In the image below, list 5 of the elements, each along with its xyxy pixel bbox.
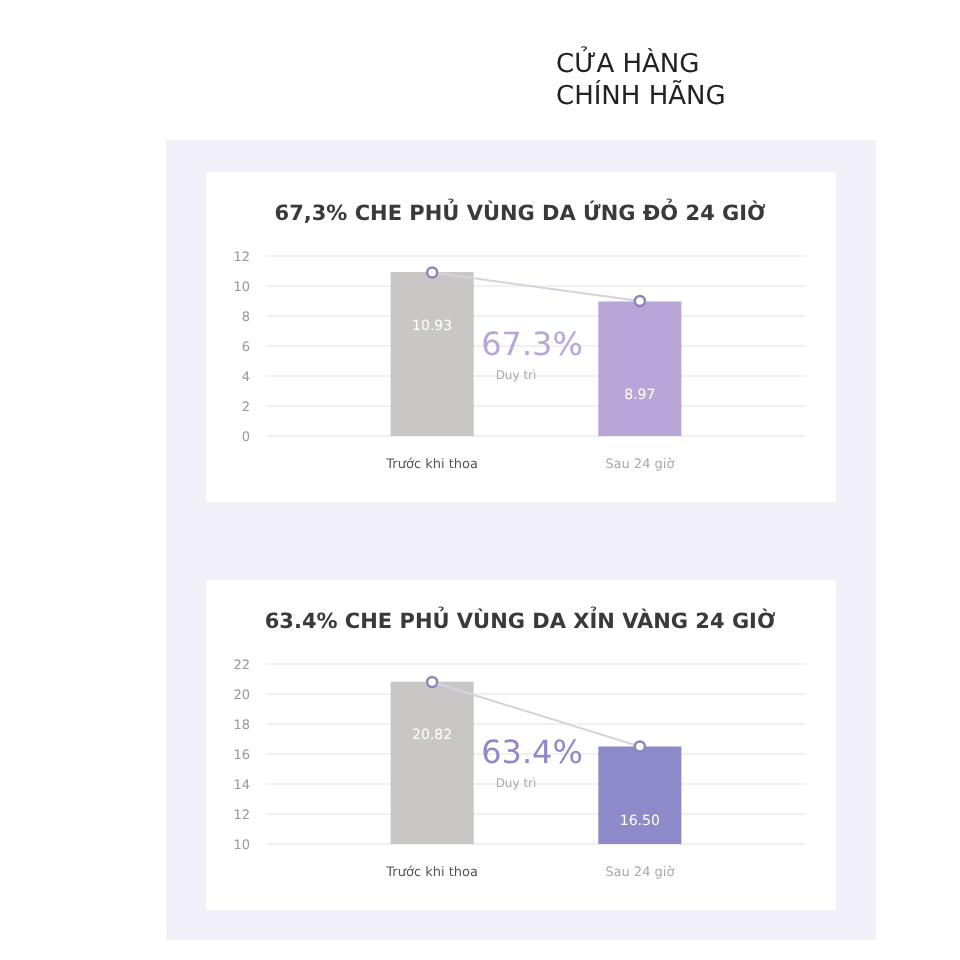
text: CỬA HÀNG CHÍNH HÃNG [556, 46, 726, 112]
chart-title: 63.4% CHE PHỦ VÙNG DA XỈN VÀNG 24 GIỜ [264, 606, 776, 634]
annotation: 63.4% [481, 733, 583, 771]
annotation: 67.3% [481, 325, 583, 363]
chart-title: 67,3% CHE PHỦ VÙNG DA ỨNG ĐỎ 24 GIỜ [274, 198, 766, 226]
